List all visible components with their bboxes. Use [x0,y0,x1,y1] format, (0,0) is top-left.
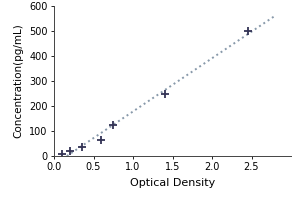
Point [111,123,116,126]
Point [79,146,84,149]
X-axis label: Optical Density: Optical Density [130,178,215,188]
Point [245,29,250,33]
Point [162,92,167,95]
Y-axis label: Concentration(pg/mL): Concentration(pg/mL) [14,24,24,138]
Point [59,153,64,156]
Point [99,138,104,141]
Point [68,149,72,153]
